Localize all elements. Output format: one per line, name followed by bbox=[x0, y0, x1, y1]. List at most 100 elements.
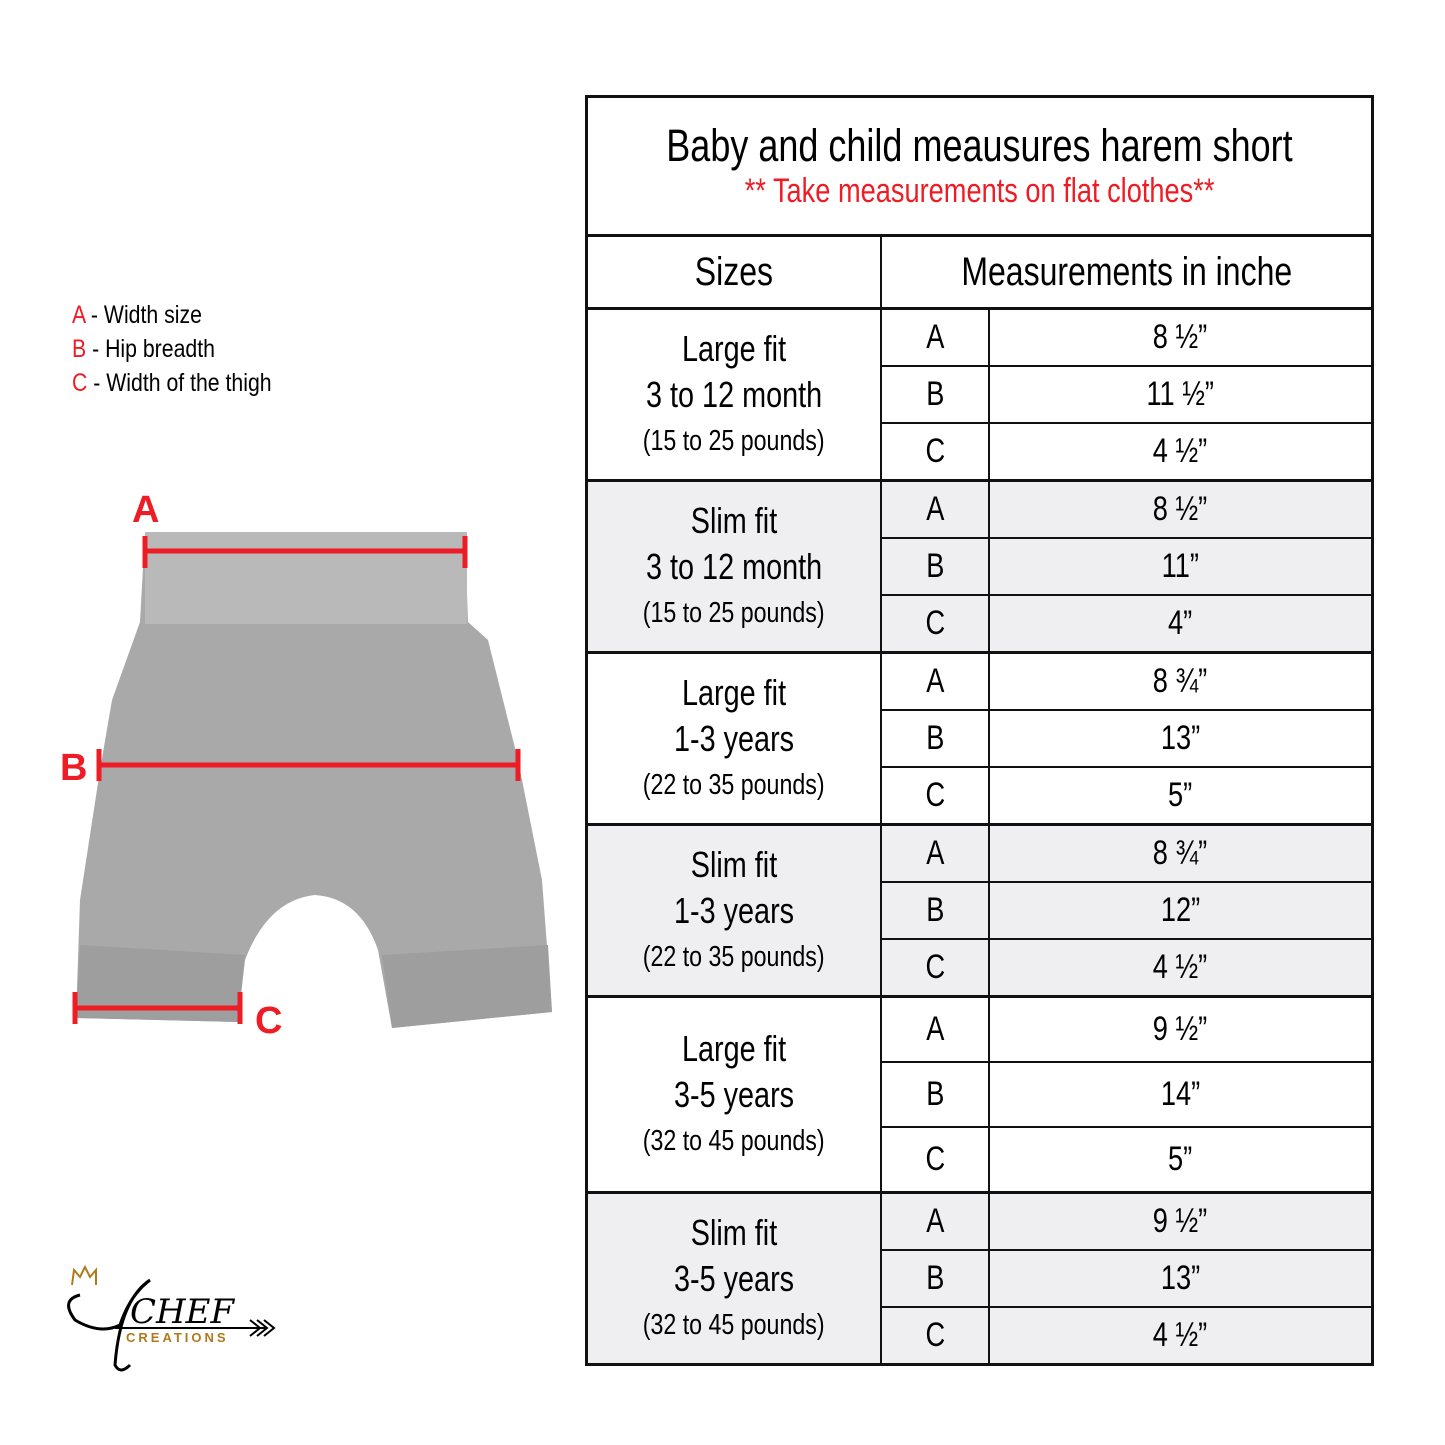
measure-value: 4” bbox=[987, 594, 1374, 654]
waistband bbox=[145, 532, 467, 624]
measure-key: C bbox=[880, 766, 990, 826]
measure-value: 8 ¾” bbox=[987, 823, 1374, 883]
table-row: Slim fit 3-5 years (32 to 45 pounds) A 9 ½… bbox=[585, 1191, 1374, 1366]
table-row: Large fit 3 to 12 month (15 to 25 pounds… bbox=[585, 307, 1374, 482]
measure-line-b bbox=[96, 749, 521, 781]
measure-key: B bbox=[880, 881, 990, 940]
measure-line-a bbox=[142, 536, 468, 568]
measure-value: 9 ½” bbox=[987, 995, 1374, 1063]
measure-value: 11” bbox=[987, 537, 1374, 596]
measure-key: A bbox=[880, 1191, 990, 1251]
measure-key: C bbox=[880, 594, 990, 654]
measure-value: 13” bbox=[987, 1249, 1374, 1308]
measure-value: 11 ½” bbox=[987, 365, 1374, 424]
age-label: 3 to 12 month bbox=[645, 545, 823, 587]
measurement-legend: A - Width size B - Hip breadth C - Width… bbox=[72, 298, 307, 400]
table-row: Slim fit 1-3 years (22 to 35 pounds) A 8 ¾… bbox=[585, 823, 1374, 998]
measure-key: A bbox=[880, 307, 990, 367]
measure-key: C bbox=[880, 1306, 990, 1366]
table-title: Baby and child meausures harem short bbox=[666, 120, 1293, 171]
legend-item-b: B - Hip breadth bbox=[72, 335, 215, 363]
measure-key: C bbox=[880, 422, 990, 482]
measure-line-c bbox=[72, 992, 243, 1024]
table-row: Large fit 3-5 years (32 to 45 pounds) A 9 … bbox=[585, 995, 1374, 1194]
table-row: B 13” bbox=[587, 709, 1374, 768]
legend-item-c: C - Width of the thigh bbox=[72, 369, 272, 397]
table-row: C 4” bbox=[587, 594, 1374, 654]
measure-value: 8 ½” bbox=[987, 307, 1374, 367]
measure-value: 4 ½” bbox=[987, 938, 1374, 998]
label-c: C bbox=[255, 1000, 282, 1040]
table-subtitle: ** Take measurements on flat clothes** bbox=[744, 172, 1215, 210]
measure-value: 4 ½” bbox=[987, 1306, 1374, 1366]
fit-label: Large fit bbox=[681, 671, 787, 713]
weight-label: (15 to 25 pounds) bbox=[643, 424, 825, 457]
measure-value: 8 ¾” bbox=[987, 651, 1374, 711]
table-row: B 13” bbox=[587, 1249, 1374, 1308]
measure-value: 12” bbox=[987, 881, 1374, 940]
size-cell: Slim fit 1-3 years (22 to 35 pounds) bbox=[585, 823, 882, 998]
measure-key: C bbox=[880, 1126, 990, 1194]
crown-icon bbox=[71, 1264, 97, 1286]
measure-key: A bbox=[880, 651, 990, 711]
label-a: A bbox=[132, 489, 159, 531]
fit-label: Slim fit bbox=[690, 1211, 778, 1253]
measure-key: A bbox=[880, 995, 990, 1063]
cuff-right bbox=[382, 945, 552, 1028]
chef-creations-logo: CHEF CREATIONS bbox=[67, 1264, 276, 1372]
weight-label: (32 to 45 pounds) bbox=[643, 1124, 825, 1157]
table-row: Large fit 1-3 years (22 to 35 pounds) A 8 … bbox=[585, 651, 1374, 826]
measure-value: 9 ½” bbox=[987, 1191, 1374, 1251]
measure-value: 14” bbox=[987, 1061, 1374, 1128]
fit-label: Large fit bbox=[681, 1027, 787, 1069]
measure-value: 4 ½” bbox=[987, 422, 1374, 482]
fit-label: Large fit bbox=[681, 327, 787, 369]
measure-value: 8 ½” bbox=[987, 479, 1374, 539]
measure-value: 5” bbox=[987, 1126, 1374, 1194]
size-chart-table: Baby and child meausures harem short ** … bbox=[585, 95, 1374, 1366]
table-row: C 5” bbox=[587, 1126, 1374, 1194]
measure-value: 5” bbox=[987, 766, 1374, 826]
label-b: B bbox=[60, 747, 87, 789]
fit-label: Slim fit bbox=[690, 499, 778, 541]
table-title-cell: Baby and child meausures harem short ** … bbox=[585, 95, 1374, 237]
svg-text:CREATIONS: CREATIONS bbox=[126, 1330, 229, 1345]
age-label: 3-5 years bbox=[673, 1257, 795, 1299]
size-cell: Slim fit 3-5 years (32 to 45 pounds) bbox=[585, 1191, 882, 1366]
svg-text:CHEF: CHEF bbox=[130, 1292, 235, 1332]
table-row: B 11” bbox=[587, 537, 1374, 596]
age-label: 1-3 years bbox=[673, 889, 795, 931]
measure-key: B bbox=[880, 1061, 990, 1128]
age-label: 1-3 years bbox=[673, 717, 795, 759]
measure-key: B bbox=[880, 365, 990, 424]
fit-label: Slim fit bbox=[690, 843, 778, 885]
size-cell: Slim fit 3 to 12 month (15 to 25 pounds) bbox=[585, 479, 882, 654]
size-cell: Large fit 1-3 years (22 to 35 pounds) bbox=[585, 651, 882, 826]
weight-label: (32 to 45 pounds) bbox=[643, 1308, 825, 1341]
weight-label: (22 to 35 pounds) bbox=[643, 768, 825, 801]
age-label: 3 to 12 month bbox=[645, 373, 823, 415]
weight-label: (15 to 25 pounds) bbox=[643, 596, 825, 629]
weight-label: (22 to 35 pounds) bbox=[643, 940, 825, 973]
header-measurements: Measurements in inche bbox=[879, 234, 1374, 310]
measure-key: B bbox=[880, 1249, 990, 1308]
measure-key: B bbox=[880, 537, 990, 596]
age-label: 3-5 years bbox=[673, 1073, 795, 1115]
size-cell: Large fit 3 to 12 month (15 to 25 pounds… bbox=[585, 307, 882, 482]
legend-item-a: A - Width size bbox=[72, 301, 202, 329]
table-row: C 5” bbox=[587, 766, 1374, 826]
table-row: Slim fit 3 to 12 month (15 to 25 pounds)… bbox=[585, 479, 1374, 654]
measure-key: C bbox=[880, 938, 990, 998]
size-cell: Large fit 3-5 years (32 to 45 pounds) bbox=[585, 995, 882, 1194]
table-row: B 12” bbox=[587, 881, 1374, 940]
measure-key: A bbox=[880, 823, 990, 883]
table-row: B 11 ½” bbox=[587, 365, 1374, 424]
measure-value: 13” bbox=[987, 709, 1374, 768]
shorts-body bbox=[76, 532, 552, 1028]
header-sizes: Sizes bbox=[585, 234, 882, 310]
measure-key: A bbox=[880, 479, 990, 539]
shorts-diagram: A B C bbox=[60, 489, 552, 1040]
